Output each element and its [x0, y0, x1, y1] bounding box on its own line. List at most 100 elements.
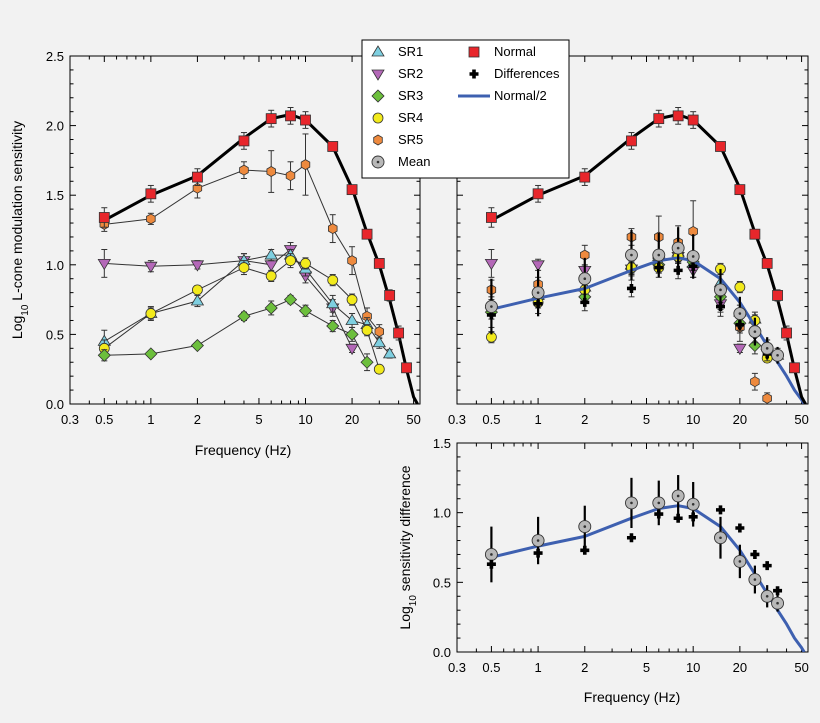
marker-sr4-legend: [372, 112, 384, 124]
y-axis-title-log: Log: [9, 316, 25, 339]
marker-mean-7-dot: [719, 288, 722, 292]
marker-mean-8: [733, 554, 747, 568]
series-normal: [98, 107, 412, 374]
series-normal: [486, 107, 800, 374]
marker-sr4-8: [734, 281, 746, 293]
x-tick-label-0-5: 0.5: [482, 412, 500, 427]
x-axis-ticks: 0.3 0.5 1 2 5 10 20 50: [448, 443, 809, 675]
marker-normal-12: [781, 327, 792, 339]
marker-normal-3: [626, 135, 637, 147]
y-axis-title-log: Log: [397, 606, 413, 629]
marker-normal-5: [285, 110, 296, 122]
marker-sr3-8: [345, 327, 359, 341]
marker-differences-legend: [469, 69, 479, 79]
plot-area: [484, 107, 807, 404]
marker-mean-7-dot: [719, 536, 722, 540]
marker-mean-legend: [371, 155, 385, 169]
y-axis-title-rest: L-cone modulation sensitivity: [9, 121, 25, 305]
marker-mean-9-dot: [753, 578, 757, 581]
marker-mean-5: [671, 489, 685, 503]
x-tick-label-10: 10: [686, 660, 700, 675]
x-tick-label-1: 1: [147, 412, 154, 427]
marker-sr3-0: [97, 348, 111, 362]
marker-sr1-legend: [371, 45, 385, 57]
y-axis-title: Log10 L-cone modulation sensitivity: [9, 121, 31, 339]
marker-mean-9-dot: [753, 330, 757, 333]
marker-sr4-4: [265, 270, 277, 282]
marker-differences-6: [688, 512, 698, 522]
marker-mean-8-dot: [738, 560, 742, 563]
marker-sr2-1: [531, 260, 545, 272]
marker-normal-10: [373, 258, 385, 269]
marker-normal-0: [486, 212, 497, 223]
series-normal-fit: [103, 113, 419, 404]
left-panel: 0.3 0.5 1 2 5 10 20 50 0.0 0.5 1.0 1.5 2.0 2.5 Frequen…: [9, 49, 421, 458]
x-axis-ticks: 0.3 0.5 1 2 5 10 20 50: [448, 56, 809, 427]
marker-mean-4: [652, 248, 666, 262]
marker-mean-5-dot: [676, 494, 680, 498]
marker-differences-9: [750, 549, 760, 559]
marker-sr2-2: [190, 260, 205, 272]
marker-sr2-8: [345, 343, 359, 356]
marker-mean-11-dot: [776, 353, 779, 357]
x-tick-label-20: 20: [733, 412, 747, 427]
marker-mean-4: [652, 496, 666, 510]
y-tick-label-0-0: 0.0: [46, 397, 64, 412]
marker-sr3-2: [190, 338, 204, 353]
marker-normal-9: [749, 228, 761, 240]
x-tick-label-0-3: 0.3: [448, 660, 466, 675]
marker-sr5-5: [285, 170, 296, 182]
marker-mean-2-dot: [583, 277, 587, 281]
marker-normal-13: [789, 362, 800, 374]
marker-differences-1: [533, 548, 543, 558]
legend: SR1 SR2 SR3 SR4 SR5 Mean Normal Differen…: [361, 39, 570, 179]
marker-sr3-5: [283, 293, 298, 307]
marker-normal-9: [361, 228, 373, 240]
marker-normal-6: [687, 114, 699, 126]
x-tick-label-50: 50: [406, 412, 420, 427]
marker-mean-3-dot: [630, 253, 633, 257]
marker-mean-6: [686, 497, 700, 511]
marker-normal-8: [734, 184, 746, 196]
y-tick-label-2-0: 2.0: [46, 119, 64, 134]
x-tick-label-50: 50: [794, 660, 808, 675]
marker-sr4-7: [327, 274, 339, 286]
marker-mean-10: [760, 589, 774, 603]
marker-sr5-4: [266, 166, 276, 177]
marker-mean-10-dot: [765, 594, 769, 598]
marker-normal-11: [384, 290, 396, 301]
marker-mean-11: [771, 596, 785, 610]
marker-sr1-10: [372, 335, 386, 348]
x-axis-title: Frequency (Hz): [584, 689, 680, 705]
marker-mean-10-dot: [765, 347, 769, 350]
marker-normal-legend: [468, 46, 480, 58]
marker-differences-8: [735, 523, 745, 533]
marker-mean-4-dot: [657, 253, 661, 257]
plot-area: [97, 107, 419, 404]
plot-frame: [456, 442, 809, 653]
marker-sr5-8: [347, 255, 357, 267]
marker-sr5-legend: [373, 134, 383, 146]
x-tick-label-20: 20: [345, 412, 359, 427]
marker-mean-0-dot: [490, 553, 493, 556]
marker-normal-8: [346, 184, 358, 196]
x-tick-label-2: 2: [194, 412, 201, 427]
x-tick-label-10: 10: [298, 412, 312, 427]
y-tick-label-1-5: 1.5: [433, 436, 451, 451]
marker-sr3-9: [360, 355, 374, 369]
marker-sr4-1: [145, 308, 157, 319]
marker-sr4-8: [346, 294, 358, 306]
y-axis-ticks: 0.0 0.5 1.0 1.5: [433, 436, 808, 660]
marker-sr2-1: [144, 261, 158, 273]
marker-sr5-7: [327, 223, 338, 235]
marker-normal-4: [265, 113, 277, 125]
marker-mean-0: [484, 300, 498, 314]
y-tick-label-0-0: 0.0: [433, 645, 451, 660]
marker-sr4-3: [238, 262, 250, 273]
marker-mean-6: [686, 249, 700, 263]
marker-sr3-1: [144, 347, 158, 361]
marker-normal-10: [761, 258, 773, 269]
marker-differences-5: [673, 265, 683, 275]
marker-differences-2: [580, 297, 590, 307]
